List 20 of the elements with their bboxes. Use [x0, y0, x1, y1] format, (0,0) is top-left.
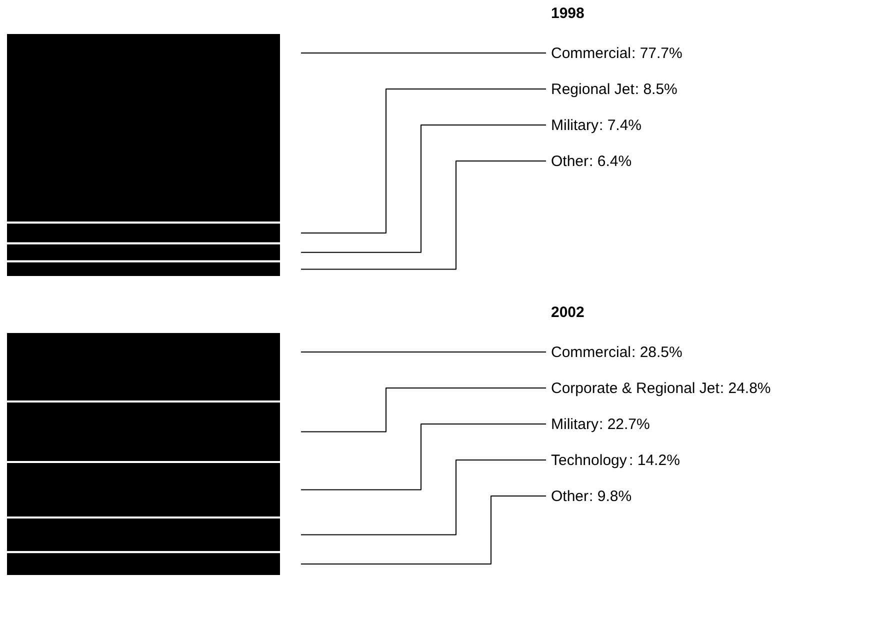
category-label: Military — [551, 117, 599, 134]
category-label: Commercial — [551, 45, 632, 62]
category-label: Other — [551, 488, 589, 505]
text: 1998 — [551, 5, 584, 22]
category-label: Technology — [551, 452, 628, 469]
data-label: : 22.7% — [598, 416, 650, 433]
data-label: : 24.8% — [720, 380, 771, 397]
data-label: : 6.4% — [589, 153, 632, 170]
category-label: Other — [551, 153, 589, 170]
data-label: : 8.5% — [634, 81, 678, 98]
category-label: Commercial — [551, 344, 632, 361]
category-label: Corporate & Regional Jet — [551, 380, 720, 397]
data-label: : 9.8% — [589, 488, 632, 505]
category-label: Regional Jet — [551, 81, 636, 98]
data-label: : 14.2% — [629, 452, 680, 469]
data-label: : 28.5% — [631, 344, 682, 361]
data-label: : 7.4% — [598, 117, 642, 134]
data-label: : 77.7% — [631, 45, 682, 62]
category-label: Military — [551, 416, 599, 433]
text: 2002 — [551, 304, 584, 321]
